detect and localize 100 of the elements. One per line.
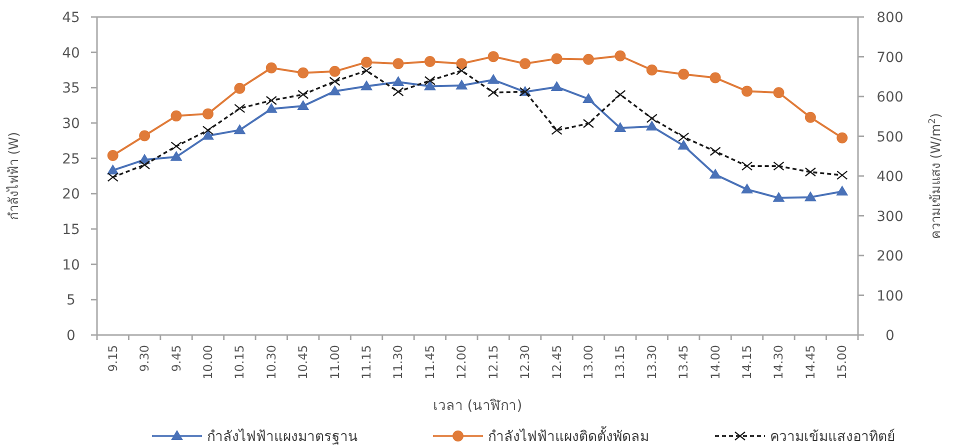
y-tick-label: 10 (62, 257, 80, 274)
y-tick-label: 35 (62, 80, 80, 97)
point (361, 56, 372, 68)
point (107, 172, 118, 182)
point (360, 66, 372, 76)
x-tick-label: 14.00 (708, 345, 722, 380)
y2-tick-label: 100 (876, 288, 904, 304)
point (614, 122, 626, 132)
x-tick-label: 11.30 (391, 345, 406, 380)
x-tick-label: 14.45 (803, 345, 818, 380)
point (298, 90, 309, 100)
y2-tick-label: 700 (876, 50, 904, 66)
x-tick-label: 9.45 (169, 345, 184, 372)
point (742, 86, 753, 97)
point (234, 82, 246, 94)
point (646, 120, 658, 131)
y-tick-label: 25 (62, 151, 80, 168)
x-tick-label: 12.00 (454, 345, 469, 380)
point (773, 87, 784, 98)
point (234, 104, 246, 114)
y-axis-title: กำลังไฟฟ้า (W) (6, 132, 22, 220)
y2-tick-label: 600 (876, 90, 904, 106)
point (106, 164, 119, 174)
y2-tick-label: 500 (876, 129, 904, 146)
point (487, 74, 500, 84)
x-tick-label: 12.45 (550, 345, 564, 380)
x-tick-label: 13.00 (581, 345, 596, 380)
x-tick-label: 9.15 (106, 345, 120, 372)
x-tick-label: 13.45 (676, 345, 691, 380)
x-tick-label: 15.00 (835, 345, 850, 380)
x-tick-label: 11.45 (422, 345, 437, 380)
point (678, 140, 690, 150)
point (139, 130, 150, 142)
point (202, 126, 214, 135)
point (298, 67, 309, 78)
point (582, 54, 594, 65)
x-tick-label: 11.00 (328, 345, 342, 380)
point (582, 118, 594, 128)
x-tick-label: 13.30 (644, 345, 659, 380)
y2-tick-label: 800 (876, 10, 904, 26)
point (392, 87, 404, 96)
point (582, 92, 594, 103)
x-tick-label: 10.45 (296, 345, 310, 380)
point (804, 167, 816, 177)
point (138, 160, 150, 170)
point (456, 80, 468, 90)
y-tick-label: 40 (62, 45, 80, 62)
x-tick-label: 13.15 (613, 345, 628, 380)
point (329, 66, 340, 77)
point (170, 142, 182, 151)
point (551, 126, 562, 135)
x-tick-label: 12.15 (486, 345, 500, 380)
point (709, 168, 722, 179)
legend-label: กำลังไฟฟ้าแผงมาตรฐาน (207, 428, 358, 445)
x-tick-label: 14.30 (772, 345, 786, 380)
point (614, 50, 626, 62)
point (265, 102, 278, 113)
point (710, 146, 721, 156)
x-axis-title: เวลา (นาฬิกา) (432, 398, 522, 414)
point (266, 96, 277, 106)
point (424, 80, 436, 90)
point (234, 124, 246, 134)
y-tick-label: 30 (62, 116, 80, 132)
point (804, 191, 816, 202)
y-tick-label: 0 (66, 328, 76, 344)
point (836, 132, 848, 144)
y2-tick-label: 300 (876, 208, 904, 225)
point (678, 132, 690, 142)
y-tick-label: 5 (66, 292, 76, 309)
point (550, 80, 563, 91)
y-tick-label: 45 (62, 10, 80, 26)
x-tick-label: 11.15 (360, 345, 374, 380)
point (360, 80, 373, 90)
point (424, 76, 436, 86)
point (646, 64, 658, 76)
point (804, 112, 816, 123)
point (741, 161, 753, 171)
point (773, 161, 784, 171)
point (392, 58, 404, 70)
point (741, 183, 754, 194)
point (328, 85, 341, 96)
point (836, 186, 848, 196)
point (329, 76, 340, 86)
point (710, 72, 721, 84)
legend-label: ความเข้มแสงอาทิตย์ (770, 428, 895, 445)
point (297, 100, 310, 110)
x-tick-label: 9.30 (138, 345, 152, 372)
y-tick-label: 15 (62, 222, 80, 238)
point (488, 88, 499, 98)
point (170, 150, 182, 161)
point (456, 58, 468, 70)
point (488, 51, 499, 62)
y2-tick-label: 200 (876, 248, 904, 264)
point (424, 56, 436, 68)
point (202, 108, 214, 120)
point (170, 110, 182, 122)
y2-tick-label: 0 (886, 328, 894, 344)
point (614, 90, 626, 100)
point (456, 66, 468, 76)
legend-label: กำลังไฟฟ้าแผงติดตั้งพัดลม (488, 426, 649, 445)
